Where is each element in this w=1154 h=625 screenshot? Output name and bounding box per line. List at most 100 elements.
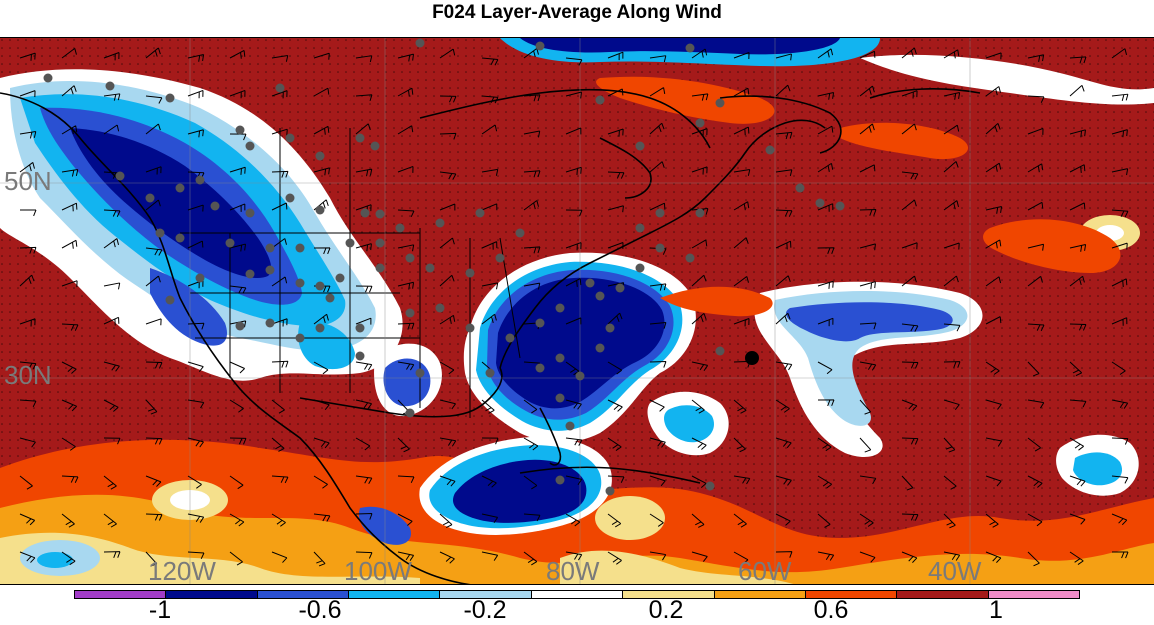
wind-barb (775, 131, 793, 140)
wind-barb (733, 52, 750, 60)
lon-label-120w: 120W (148, 556, 216, 585)
station-dot (375, 209, 385, 219)
wind-barb (313, 513, 331, 522)
wind-barb (901, 199, 917, 211)
wind-barb (943, 49, 960, 59)
wind-barb (1069, 437, 1084, 451)
station-dot (285, 193, 295, 203)
station-dot (595, 95, 605, 105)
wind-barb (145, 166, 162, 175)
wind-barb (859, 164, 876, 173)
wind-barb (859, 437, 872, 453)
station-dot (555, 353, 565, 363)
wind-barb (775, 513, 791, 526)
wind-barb (985, 475, 1002, 487)
wind-barb (607, 475, 625, 483)
station-dot (685, 43, 695, 53)
wind-barb (1111, 551, 1129, 559)
station-dot (685, 253, 695, 263)
station-dot (360, 208, 370, 218)
wind-barb (523, 282, 541, 290)
wind-barb (1111, 437, 1129, 445)
wind-barb (187, 322, 205, 330)
wind-barb (271, 437, 285, 452)
wind-barb (481, 437, 499, 445)
wind-barb (691, 48, 708, 59)
wind-barb (901, 171, 919, 180)
station-dot (165, 93, 175, 103)
wind-barb (439, 95, 457, 103)
wind-barb (229, 399, 244, 413)
station-dot (195, 273, 205, 283)
station-dot (495, 253, 505, 263)
wind-barb (61, 475, 79, 483)
wind-barb (145, 437, 163, 445)
wind-barb (19, 131, 37, 139)
lon-label-80w: 80W (546, 556, 600, 585)
wind-barb (145, 475, 162, 487)
wind-barb (1027, 323, 1045, 332)
wind-barb (1069, 202, 1086, 211)
wind-barb (397, 322, 415, 330)
station-dot (405, 308, 415, 318)
wind-barb (691, 274, 707, 287)
wind-barb (397, 244, 415, 252)
station-dot (535, 318, 545, 328)
wind-barb (901, 475, 914, 491)
wind-barb (523, 200, 539, 211)
wind-barb (565, 242, 582, 251)
station-dot (595, 291, 605, 301)
wind-barb (859, 322, 877, 330)
field-weak-negative-atlantic-south (664, 405, 715, 443)
colorbar-swatch-5 (531, 591, 624, 598)
station-dot (375, 238, 385, 248)
wind-barb (817, 125, 834, 135)
wind-barb (859, 123, 875, 135)
station-dot (285, 133, 295, 143)
wind-barb (649, 87, 666, 97)
wind-barb (1069, 164, 1086, 173)
wind-barb (229, 243, 247, 252)
wind-barb (229, 551, 243, 566)
colorbar-swatch-7 (714, 591, 806, 598)
wind-barb (271, 170, 289, 178)
station-dot (245, 141, 255, 151)
colorbar-label-pos06: 0.6 (813, 596, 849, 624)
wind-barb (1027, 54, 1045, 62)
colorbar (74, 590, 1080, 599)
wind-barb (691, 475, 707, 488)
wind-barb (943, 275, 959, 287)
wind-barb (145, 551, 158, 567)
wind-barb (1027, 437, 1041, 452)
station-dot (165, 295, 175, 305)
wind-barb (229, 203, 246, 212)
wind-barb (19, 318, 36, 327)
wind-barb (61, 551, 76, 566)
wind-barb (19, 475, 33, 490)
wind-barb (565, 437, 583, 446)
colorbar-swatch-0 (75, 591, 167, 598)
wind-barb (103, 93, 121, 101)
wind-barb (1069, 399, 1087, 408)
wind-barb (187, 475, 202, 489)
lat-label-30n: 30N (4, 360, 52, 390)
wind-barb (985, 206, 1003, 214)
wind-barb (1069, 323, 1087, 331)
wind-barb (943, 161, 959, 173)
station-dot (765, 145, 775, 155)
wind-barb (187, 240, 204, 249)
wind-barb (229, 49, 246, 59)
wind-barb (271, 54, 289, 62)
field-orange-north (596, 76, 775, 124)
wind-barb (103, 282, 121, 290)
station-dot (265, 243, 275, 253)
wind-barb (901, 275, 917, 287)
station-dot (375, 263, 385, 273)
station-dot (505, 333, 515, 343)
station-dot (465, 268, 475, 278)
wind-barb (19, 209, 37, 217)
colorbar-swatch-3 (349, 591, 441, 598)
wind-barb (1027, 399, 1045, 409)
station-dot (210, 201, 220, 211)
wind-barb (901, 399, 918, 411)
